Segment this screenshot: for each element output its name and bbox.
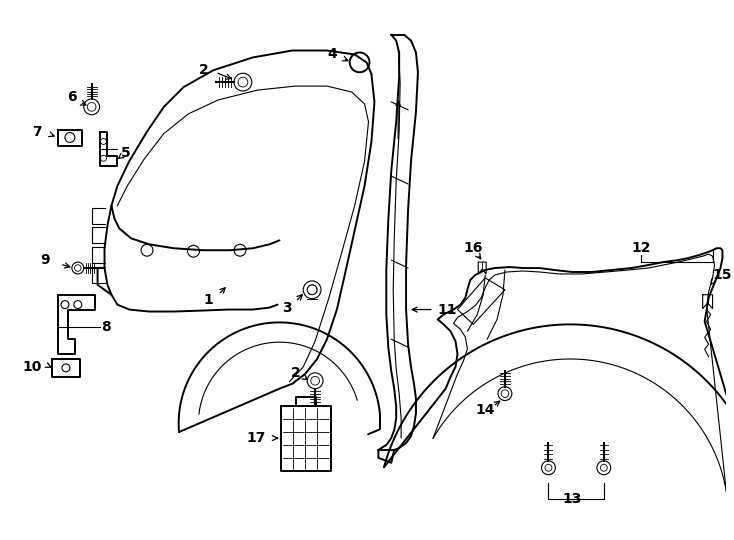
Text: 2: 2 [198, 63, 208, 77]
Text: 5: 5 [121, 146, 131, 160]
Text: 11: 11 [437, 302, 457, 316]
Text: 7: 7 [32, 125, 43, 139]
Text: 16: 16 [464, 241, 483, 255]
Text: 15: 15 [713, 268, 732, 282]
Text: 14: 14 [476, 403, 495, 417]
Text: 12: 12 [632, 241, 651, 255]
Text: 9: 9 [40, 253, 50, 267]
Text: 8: 8 [101, 320, 112, 334]
Text: 1: 1 [203, 293, 213, 307]
Text: 13: 13 [562, 492, 582, 507]
Text: 6: 6 [67, 90, 76, 104]
Text: 17: 17 [247, 431, 266, 445]
Text: 2: 2 [291, 366, 300, 380]
Text: 4: 4 [327, 48, 337, 62]
Text: 10: 10 [23, 360, 43, 374]
Text: 3: 3 [283, 301, 292, 315]
